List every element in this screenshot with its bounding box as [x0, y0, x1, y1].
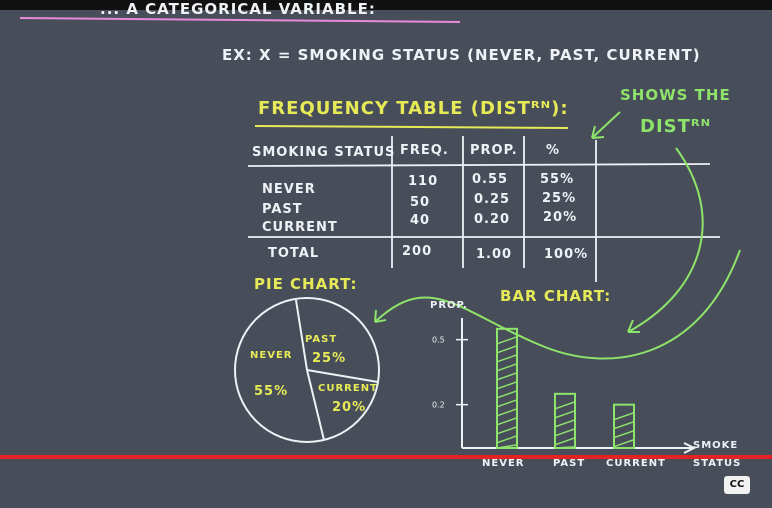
row-current-percent: 20%	[543, 210, 578, 225]
bar-hatch	[496, 372, 518, 381]
top-bar	[0, 0, 772, 10]
pie-circle	[234, 297, 380, 443]
row-current-label: CURRENT	[262, 220, 338, 235]
bar-hatch	[613, 438, 635, 448]
bar-hatch	[496, 336, 518, 345]
row-never-prop: 0.55	[472, 172, 509, 187]
pie-percent-current: 20%	[332, 400, 367, 415]
progress-bar[interactable]	[0, 455, 772, 459]
shows-the-note: SHOWS THE	[620, 86, 731, 104]
bar-marks	[496, 327, 635, 450]
pie-percent-past: 25%	[312, 351, 347, 366]
bar-hatch	[613, 429, 635, 439]
bar-hatch	[496, 381, 518, 390]
bar-y-tick-label: 0.2	[432, 401, 445, 410]
table-header-status: SMOKING STATUS	[252, 145, 396, 160]
bar-hatch	[496, 354, 518, 363]
table-header-freq: FREQ.	[400, 143, 449, 158]
bar-hatch	[496, 363, 518, 372]
wave-to-pie	[374, 249, 741, 360]
pie-label-never: NEVER	[250, 350, 293, 361]
bar-hatch	[496, 435, 518, 444]
bar-hatch	[554, 446, 576, 449]
pie-divider-horizontal	[306, 369, 379, 383]
bar-hatch	[496, 426, 518, 435]
row-past-freq: 50	[410, 195, 431, 210]
frequency-table-grid	[247, 136, 720, 282]
progress-fill	[0, 455, 772, 459]
pie-divider-lower	[306, 369, 325, 441]
bar-x-label-line2: STATUS	[693, 458, 742, 469]
bar-y-label: PROP.	[430, 300, 468, 311]
pie-chart	[234, 297, 380, 443]
row-never-freq: 110	[408, 174, 439, 189]
bar-x-label-line1: SMOKE	[693, 440, 739, 451]
table-header-percent: %	[546, 143, 561, 158]
arrow-to-table	[591, 111, 621, 139]
bar-hatch	[554, 419, 576, 428]
pie-percent-never: 55%	[254, 384, 289, 399]
closed-captions-button[interactable]: CC	[724, 476, 750, 494]
frequency-table-title: FREQUENCY TABLE (DISTᴿᴺ):	[258, 98, 569, 119]
distn-note: DISTᴿᴺ	[640, 116, 712, 137]
row-total-label: TOTAL	[268, 246, 320, 261]
bar-hatch	[496, 399, 518, 408]
arrow-to-bar-chart	[627, 147, 704, 333]
header-underline	[19, 17, 461, 23]
pie-label-current: CURRENT	[318, 383, 378, 394]
arrows	[374, 111, 741, 360]
pie-label-past: PAST	[305, 334, 338, 345]
row-total-freq: 200	[402, 244, 433, 259]
row-total-prop: 1.00	[476, 247, 513, 262]
bar-x-arrowhead	[683, 442, 697, 454]
bar-hatch	[496, 417, 518, 426]
bar-category-current: CURRENT	[606, 458, 666, 469]
row-current-freq: 40	[410, 213, 431, 228]
freq-title-underline	[254, 125, 569, 129]
bar-category-past: PAST	[553, 458, 586, 469]
row-never-label: NEVER	[262, 182, 316, 197]
bar-hatch	[554, 401, 576, 410]
row-past-prop: 0.25	[474, 192, 511, 207]
bar-hatch	[496, 390, 518, 399]
bar-hatch	[613, 411, 635, 421]
table-header-prop: PROP.	[470, 143, 518, 158]
bar-hatch	[496, 345, 518, 354]
bar-hatch	[554, 428, 576, 437]
bar-y-tick-label: 0.5	[432, 336, 445, 345]
header-fragment: ... A CATEGORICAL VARIABLE:	[100, 0, 376, 18]
row-past-percent: 25%	[542, 191, 577, 206]
bar-current	[613, 403, 635, 449]
bar-hatch	[496, 444, 518, 449]
example-line: EX: X = SMOKING STATUS (NEVER, PAST, CUR…	[222, 46, 701, 64]
row-current-prop: 0.20	[474, 212, 511, 227]
row-never-percent: 55%	[540, 172, 575, 187]
bar-hatch	[496, 408, 518, 417]
bar-hatch	[554, 410, 576, 419]
bar-hatch	[554, 437, 576, 446]
bar-hatch	[613, 420, 635, 430]
bar-y-ticks: 0.5 0.2	[432, 336, 468, 410]
pie-chart-title: PIE CHART:	[254, 275, 358, 293]
bar-category-never: NEVER	[482, 458, 525, 469]
pie-divider-vertical	[295, 299, 308, 371]
bar-chart-title: BAR CHART:	[500, 287, 612, 305]
row-total-percent: 100%	[544, 247, 589, 262]
row-past-label: PAST	[262, 202, 303, 217]
